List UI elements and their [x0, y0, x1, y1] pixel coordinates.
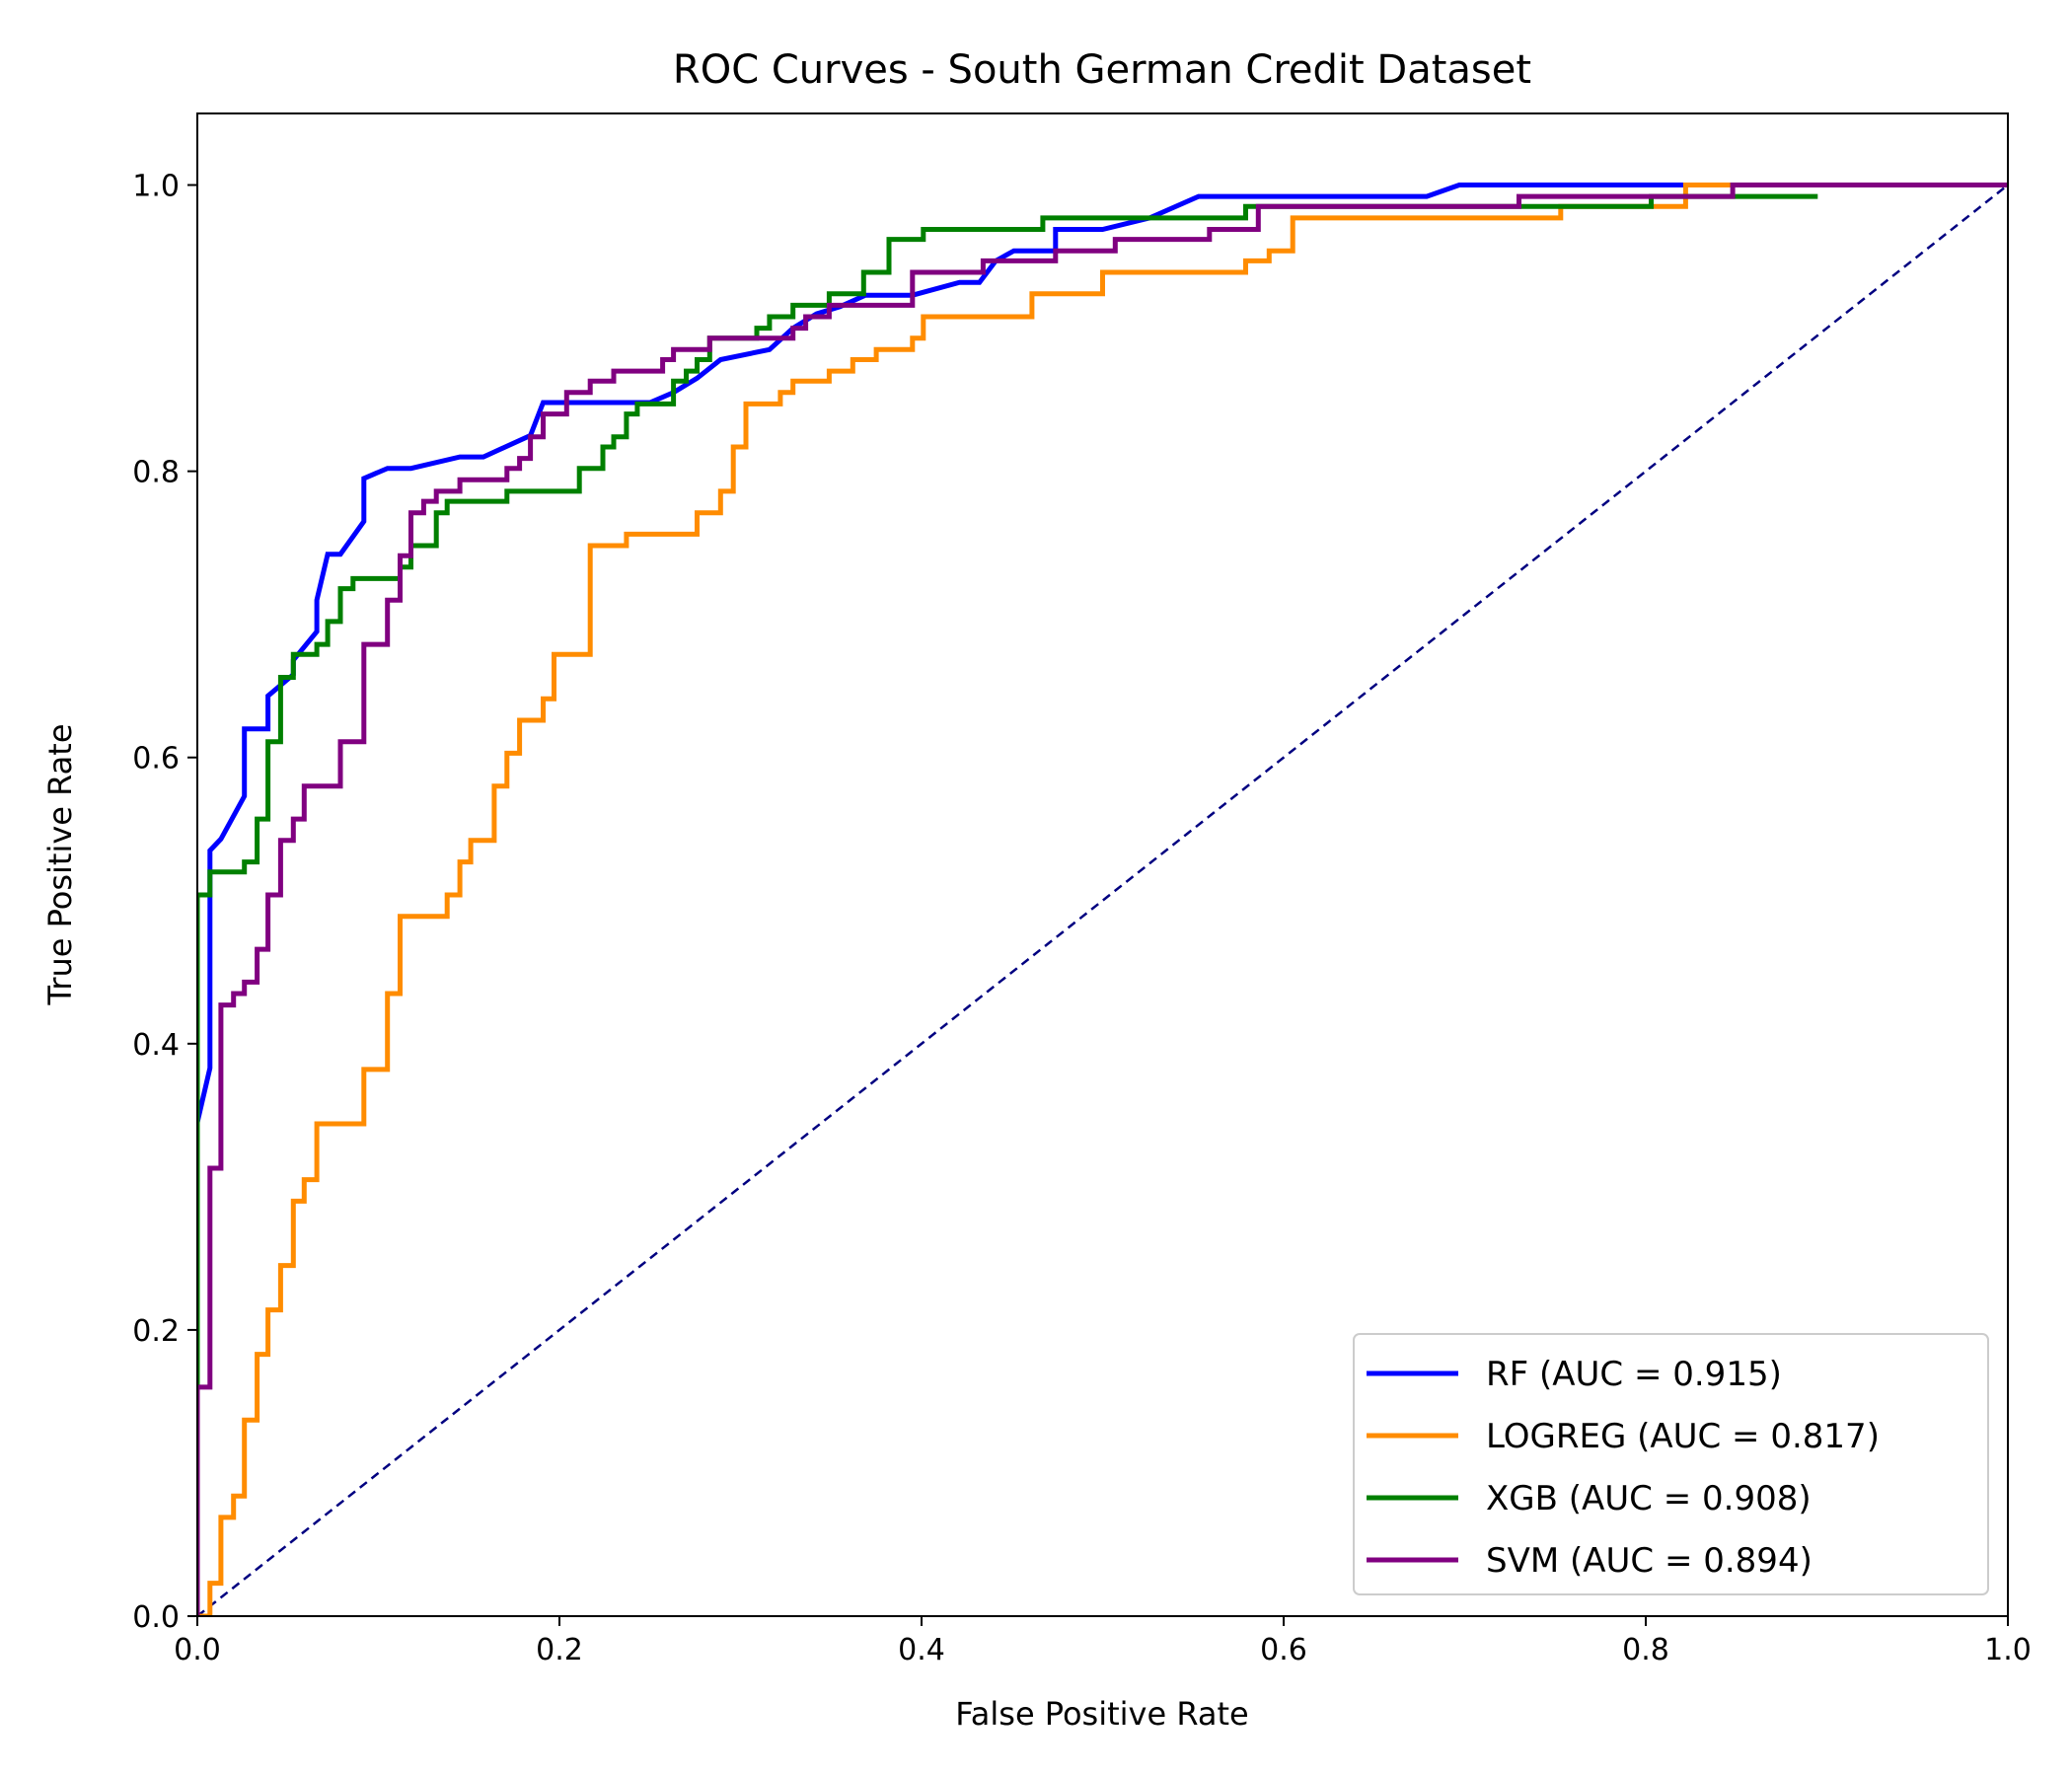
plot-frame: [196, 112, 2009, 1617]
x-axis: 0.0 0.2 0.4 0.6 0.8 1.0: [174, 1616, 2032, 1667]
y-tick-label: 0.0: [132, 1600, 180, 1635]
y-axis: 0.0 0.2 0.4 0.6 0.8 1.0: [132, 170, 197, 1635]
chart-title: ROC Curves - South German Credit Dataset: [673, 47, 1531, 93]
y-tick-label: 0.4: [132, 1028, 180, 1063]
legend: RF (AUC = 0.915) LOGREG (AUC = 0.817) XGB …: [1353, 1333, 1989, 1595]
x-tick-label: 0.0: [174, 1633, 221, 1667]
series-line-2: [197, 183, 2008, 1616]
legend-label-4: SVM (AUC = 0.894): [1486, 1541, 1813, 1581]
y-axis-title: True Positive Rate: [41, 723, 79, 1005]
x-tick-label: 1.0: [1984, 1633, 2032, 1667]
y-tick-label: 1.0: [132, 170, 180, 204]
legend-label-1: RF (AUC = 0.915): [1486, 1355, 1782, 1394]
x-tick-label: 0.6: [1260, 1633, 1307, 1667]
series-line-1: [197, 183, 1700, 1124]
series-line-4: [197, 183, 2008, 1616]
y-tick-label: 0.2: [132, 1314, 180, 1349]
x-tick-label: 0.8: [1622, 1633, 1669, 1667]
x-axis-title: False Positive Rate: [955, 1695, 1248, 1733]
legend-label-2: LOGREG (AUC = 0.817): [1486, 1417, 1880, 1456]
x-tick-label: 0.2: [536, 1633, 583, 1667]
x-tick-label: 0.4: [898, 1633, 945, 1667]
y-tick-label: 0.6: [132, 742, 180, 777]
y-tick-label: 0.8: [132, 456, 180, 490]
legend-label-3: XGB (AUC = 0.908): [1486, 1479, 1812, 1518]
series-line-3: [197, 193, 1818, 1616]
legend-box: [1353, 1333, 1989, 1595]
